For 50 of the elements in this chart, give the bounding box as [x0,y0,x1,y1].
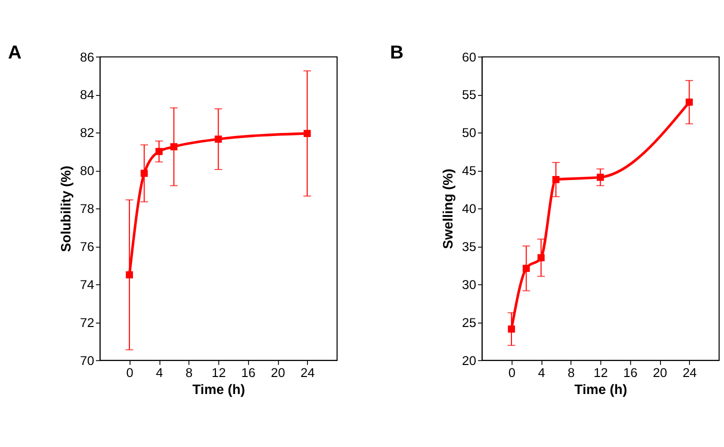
y-tick-label: 50 [462,125,476,140]
y-tick-label: 78 [80,201,94,216]
point [686,98,693,106]
point [304,130,311,138]
y-tick-label: 35 [462,239,476,254]
point [538,254,545,262]
y-axis-title: Solubility (%) [58,166,74,252]
y-tick-label: 82 [80,125,94,140]
point [508,326,516,333]
x-tick-label: 0 [508,364,516,380]
x-tick-label: 8 [186,364,193,380]
point [214,136,222,143]
y-tick-label: 76 [80,239,94,254]
x-tick-label: 4 [538,364,546,380]
point [596,174,604,181]
y-tick-label: 40 [462,201,476,216]
x-tick-label: 16 [241,364,256,380]
x-tick-label: 20 [652,364,668,380]
y-tick-label: 30 [462,276,476,292]
y-tick-label: 86 [80,49,94,64]
chart-title: B [390,41,404,62]
x-tick-label: 0 [126,364,134,380]
y-axis-title: Swelling (%) [440,168,456,249]
x-tick-label: 12 [212,364,226,380]
chart-title: A [8,41,22,62]
x-tick-label: 16 [623,364,638,380]
y-tick-label: 74 [80,276,94,292]
y-tick-label: 84 [80,87,94,102]
point [155,148,163,156]
x-tick-label: 8 [568,364,575,380]
x-tick-label: 20 [270,364,286,380]
x-tick-label: 4 [156,364,164,380]
y-tick-label: 20 [462,352,476,368]
point [126,271,133,278]
y-tick-label: 45 [462,163,476,178]
point [140,170,148,177]
y-tick-label: 25 [462,314,476,330]
point [170,143,178,150]
y-tick-label: 70 [80,352,94,368]
x-axis-title: Time (h) [192,382,246,397]
y-tick-label: 60 [462,49,476,64]
x-tick-label: 24 [300,364,315,380]
point [522,264,530,272]
x-axis-title: Time (h) [574,382,628,397]
x-tick-label: 24 [682,364,697,380]
y-tick-label: 55 [462,87,476,102]
y-tick-label: 72 [80,314,94,330]
y-tick-label: 80 [80,163,94,178]
x-tick-label: 12 [594,364,608,380]
point [552,176,560,184]
